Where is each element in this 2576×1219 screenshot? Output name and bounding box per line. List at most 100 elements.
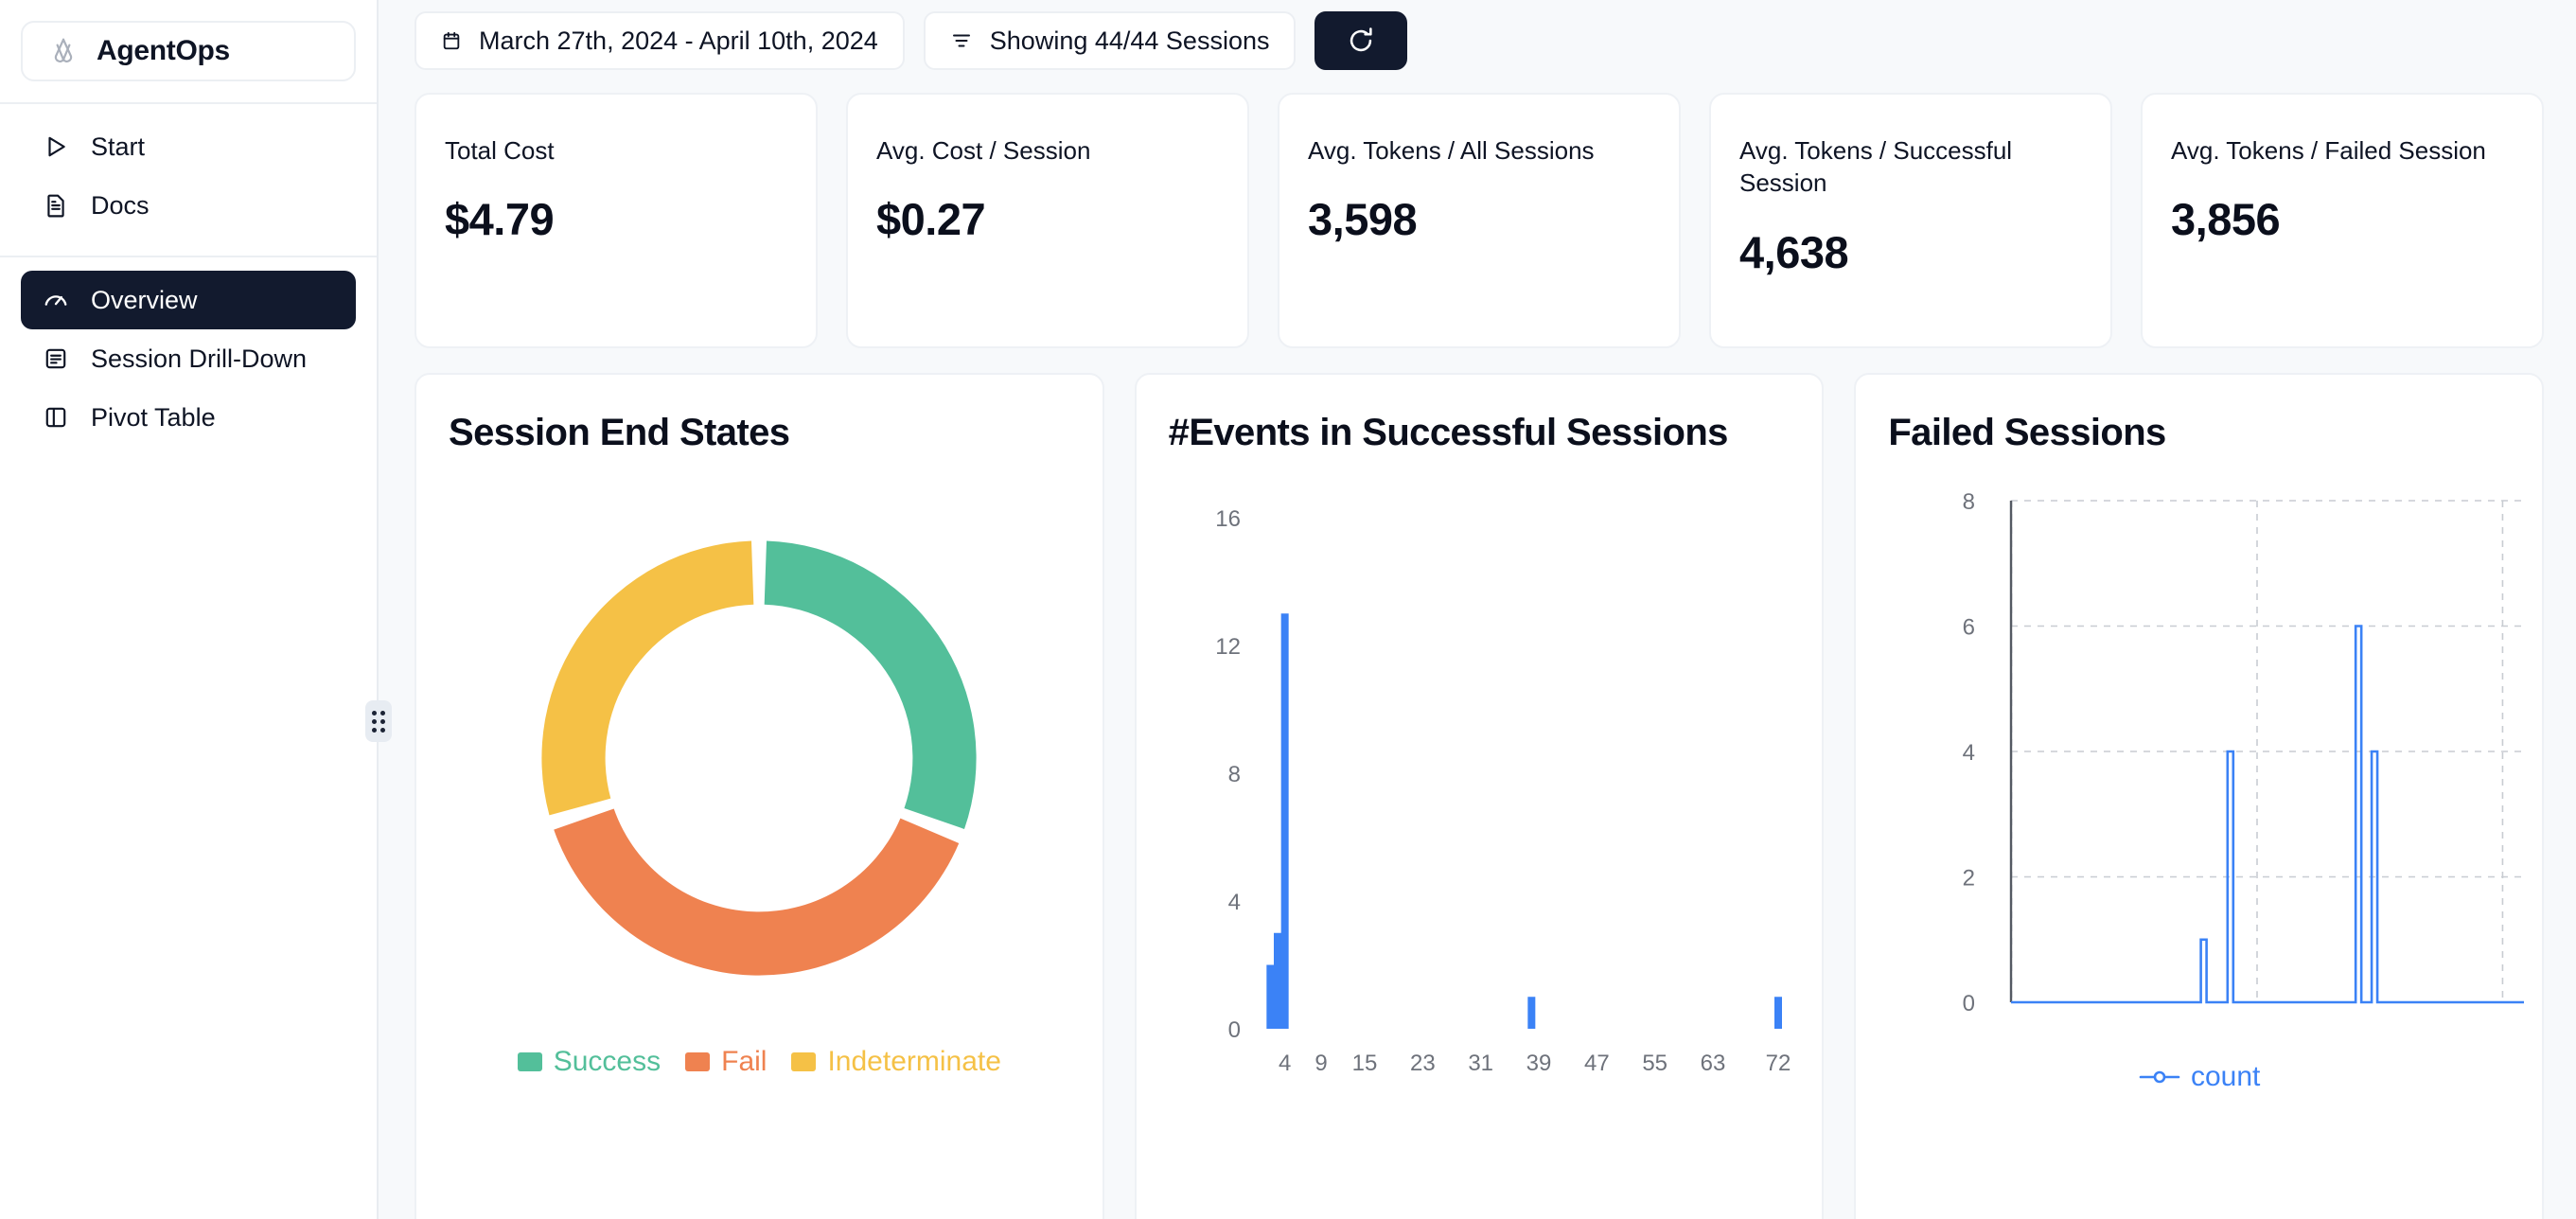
legend-swatch — [517, 1052, 542, 1072]
donut-segment-indeterminate[interactable] — [541, 540, 754, 816]
chart-cards: Session End States Success Fail — [415, 373, 2545, 1219]
play-icon — [42, 132, 70, 161]
paperclip-logo-icon — [54, 38, 73, 62]
y-axis-tick: 8 — [1227, 762, 1240, 787]
y-axis-tick: 4 — [1227, 890, 1240, 915]
sidebar-item-label: Docs — [91, 190, 150, 220]
legend-label: Indeterminate — [827, 1046, 1001, 1078]
stat-label: Avg. Cost / Session — [876, 136, 1091, 165]
sidebar-item-label: Start — [91, 132, 146, 161]
histogram-bar[interactable] — [1273, 932, 1281, 1030]
failed-sessions-svg: 0 2 4 6 8 — [1963, 489, 2525, 1016]
chart-title: Failed Sessions — [1888, 412, 2166, 453]
stat-card-avg-tokens-all: Avg. Tokens / All Sessions 3,598 — [1278, 93, 1681, 348]
chart-title: Session End States — [449, 412, 790, 453]
line-marker-icon — [2139, 1070, 2180, 1084]
chart-card-events-successful-sessions: #Events in Successful Sessions 0 4 8 12 16 4 9… — [1134, 373, 1825, 1219]
legend-item-fail[interactable]: Fail — [685, 1046, 767, 1078]
sidebar-item-label: Overview — [91, 285, 198, 314]
columns-icon — [42, 403, 70, 432]
histogram-bar[interactable] — [1527, 997, 1536, 1030]
toolbar: March 27th, 2024 - April 10th, 2024 Show… — [415, 0, 2544, 81]
x-axis-tick: 39 — [1526, 1051, 1551, 1076]
main-content: March 27th, 2024 - April 10th, 2024 Show… — [379, 0, 2576, 1219]
filter-icon — [952, 34, 970, 47]
y-axis-tick: 4 — [1963, 740, 1975, 766]
sidebar-item-overview[interactable]: Overview — [21, 271, 356, 329]
x-axis-tick: 9 — [1314, 1051, 1327, 1076]
y-axis-tick: 0 — [1227, 1017, 1240, 1043]
legend-item-indeterminate[interactable]: Indeterminate — [791, 1046, 1001, 1078]
histogram-bar[interactable] — [1773, 997, 1782, 1030]
stat-card-avg-tokens-failed: Avg. Tokens / Failed Session 3,856 — [2141, 93, 2544, 348]
sidebar-item-pivot-table[interactable]: Pivot Table — [21, 388, 356, 447]
sidebar-item-docs[interactable]: Docs — [21, 176, 356, 235]
line-series-count[interactable] — [2011, 625, 2525, 1004]
stat-value: 4,638 — [1739, 226, 1849, 277]
sessions-filter-label: Showing 44/44 Sessions — [989, 26, 1270, 55]
stat-card-avg-tokens-successful: Avg. Tokens / Successful Session 4,638 — [1709, 93, 2112, 348]
gauge-icon — [42, 286, 70, 314]
date-range-picker[interactable]: March 27th, 2024 - April 10th, 2024 — [415, 11, 905, 70]
y-axis-tick: 6 — [1963, 615, 1975, 641]
stat-label: Total Cost — [445, 136, 555, 165]
x-axis-tick: 72 — [1765, 1051, 1791, 1076]
line-legend-label: count — [2190, 1061, 2261, 1093]
document-icon — [42, 191, 70, 220]
sidebar-item-label: Session Drill-Down — [91, 344, 308, 373]
sidebar: AgentOps Start Docs — [0, 0, 392, 1219]
x-axis-tick: 15 — [1351, 1051, 1377, 1076]
x-axis-tick: 4 — [1279, 1051, 1291, 1076]
stat-card-total-cost: Total Cost $4.79 — [415, 93, 818, 348]
legend-item-success[interactable]: Success — [517, 1046, 662, 1078]
stat-value: $0.27 — [876, 194, 986, 245]
x-axis-tick: 23 — [1410, 1051, 1436, 1076]
donut-svg — [541, 540, 977, 976]
legend-label: Success — [553, 1046, 662, 1078]
brand-button[interactable]: AgentOps — [21, 21, 356, 81]
donut-segment-success[interactable] — [764, 540, 977, 830]
chart-title: #Events in Successful Sessions — [1168, 412, 1729, 453]
refresh-icon — [1350, 27, 1373, 52]
donut-chart — [449, 493, 1070, 1023]
stat-label: Avg. Tokens / Failed Session — [2171, 136, 2486, 165]
chart-card-session-end-states: Session End States Success Fail — [415, 373, 1104, 1219]
histogram-bar[interactable] — [1280, 613, 1289, 1030]
stat-value: $4.79 — [445, 194, 555, 245]
legend-swatch — [685, 1052, 711, 1072]
x-axis-tick: 63 — [1700, 1051, 1725, 1076]
sidebar-item-label: Pivot Table — [91, 402, 216, 432]
line-chart-legend[interactable]: count — [1888, 1061, 2510, 1093]
refresh-button[interactable] — [1314, 11, 1408, 70]
sidebar-nav-primary: Start Docs — [0, 104, 377, 235]
sidebar-item-start[interactable]: Start — [21, 117, 356, 176]
histogram-bar[interactable] — [1266, 964, 1275, 1030]
donut-legend: Success Fail Indeterminate — [449, 1046, 1070, 1078]
sidebar-resize-grip[interactable] — [365, 700, 392, 742]
sessions-filter-button[interactable]: Showing 44/44 Sessions — [923, 11, 1297, 70]
x-axis-tick: 31 — [1468, 1051, 1493, 1076]
stat-value: 3,856 — [2171, 194, 2281, 245]
stat-card-avg-cost-session: Avg. Cost / Session $0.27 — [846, 93, 1249, 348]
y-axis-tick: 8 — [1963, 489, 1975, 515]
donut-segment-fail[interactable] — [554, 808, 960, 976]
sidebar-item-session-drill-down[interactable]: Session Drill-Down — [21, 329, 356, 388]
date-range-label: March 27th, 2024 - April 10th, 2024 — [479, 26, 878, 55]
y-axis-tick: 16 — [1215, 506, 1241, 532]
calendar-icon — [443, 31, 460, 50]
sidebar-nav-secondary: Overview Session Drill-Down — [0, 257, 377, 447]
legend-label: Fail — [721, 1046, 768, 1078]
brand-name: AgentOps — [97, 35, 230, 66]
list-panel-icon — [42, 344, 70, 373]
y-axis-tick: 2 — [1963, 866, 1975, 892]
stat-cards: Total Cost $4.79 Avg. Cost / Session $0.… — [415, 93, 2544, 348]
sidebar-divider-top — [0, 102, 377, 104]
stat-label: Avg. Tokens / All Sessions — [1308, 136, 1595, 165]
stat-value: 3,598 — [1308, 194, 1418, 245]
sidebar-divider-bottom — [0, 256, 377, 257]
legend-swatch — [791, 1052, 817, 1072]
y-axis-tick: 12 — [1215, 634, 1241, 660]
x-axis-tick: 47 — [1584, 1051, 1610, 1076]
